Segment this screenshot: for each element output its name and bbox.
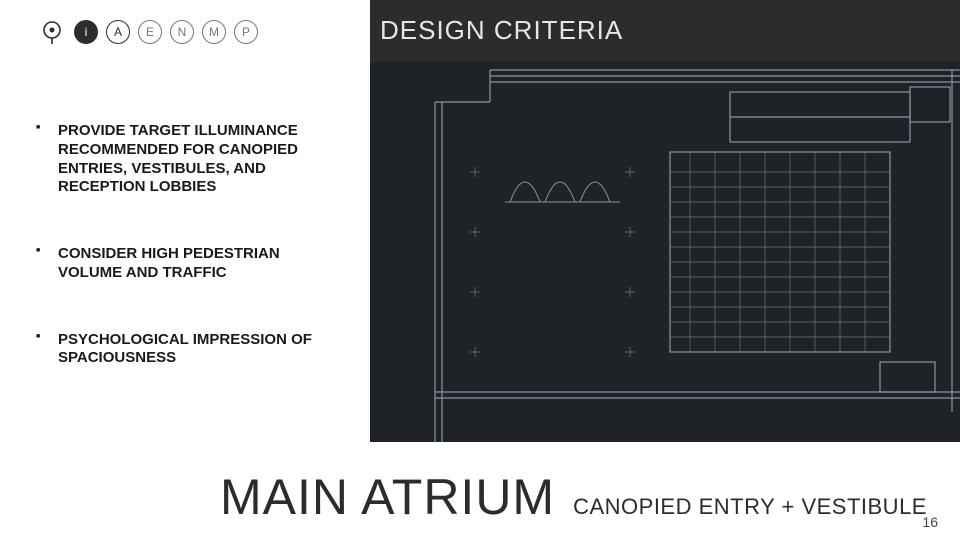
floorplan-drawing [370, 62, 960, 442]
criteria-item: PROVIDE TARGET ILLUMINANCE RECOMMENDED F… [58, 122, 340, 197]
nav-p-icon[interactable]: P [234, 20, 258, 44]
criteria-panel: PROVIDE TARGET ILLUMINANCE RECOMMENDED F… [0, 62, 370, 442]
slide-title: MAIN ATRIUM CANOPIED ENTRY + VESTIBULE [220, 468, 927, 526]
title-subtitle: CANOPIED ENTRY + VESTIBULE [573, 494, 927, 520]
section-heading: DESIGN CRITERIA [380, 15, 623, 46]
title-main: MAIN ATRIUM [220, 468, 555, 526]
footer-band: MAIN ATRIUM CANOPIED ENTRY + VESTIBULE 1… [0, 442, 960, 540]
page-number: 16 [922, 514, 938, 530]
nav-m-icon[interactable]: M [202, 20, 226, 44]
location-pin-icon [38, 18, 66, 46]
nav-n-icon[interactable]: N [170, 20, 194, 44]
criteria-item: PSYCHOLOGICAL IMPRESSION OF SPACIOUSNESS [58, 331, 340, 369]
criteria-list: PROVIDE TARGET ILLUMINANCE RECOMMENDED F… [58, 122, 340, 368]
nav-a-icon[interactable]: A [106, 20, 130, 44]
criteria-item: CONSIDER HIGH PEDESTRIAN VOLUME AND TRAF… [58, 245, 340, 283]
nav-info-icon[interactable]: i [74, 20, 98, 44]
nav-e-icon[interactable]: E [138, 20, 162, 44]
nav-icons: i A E N M P [38, 18, 258, 46]
